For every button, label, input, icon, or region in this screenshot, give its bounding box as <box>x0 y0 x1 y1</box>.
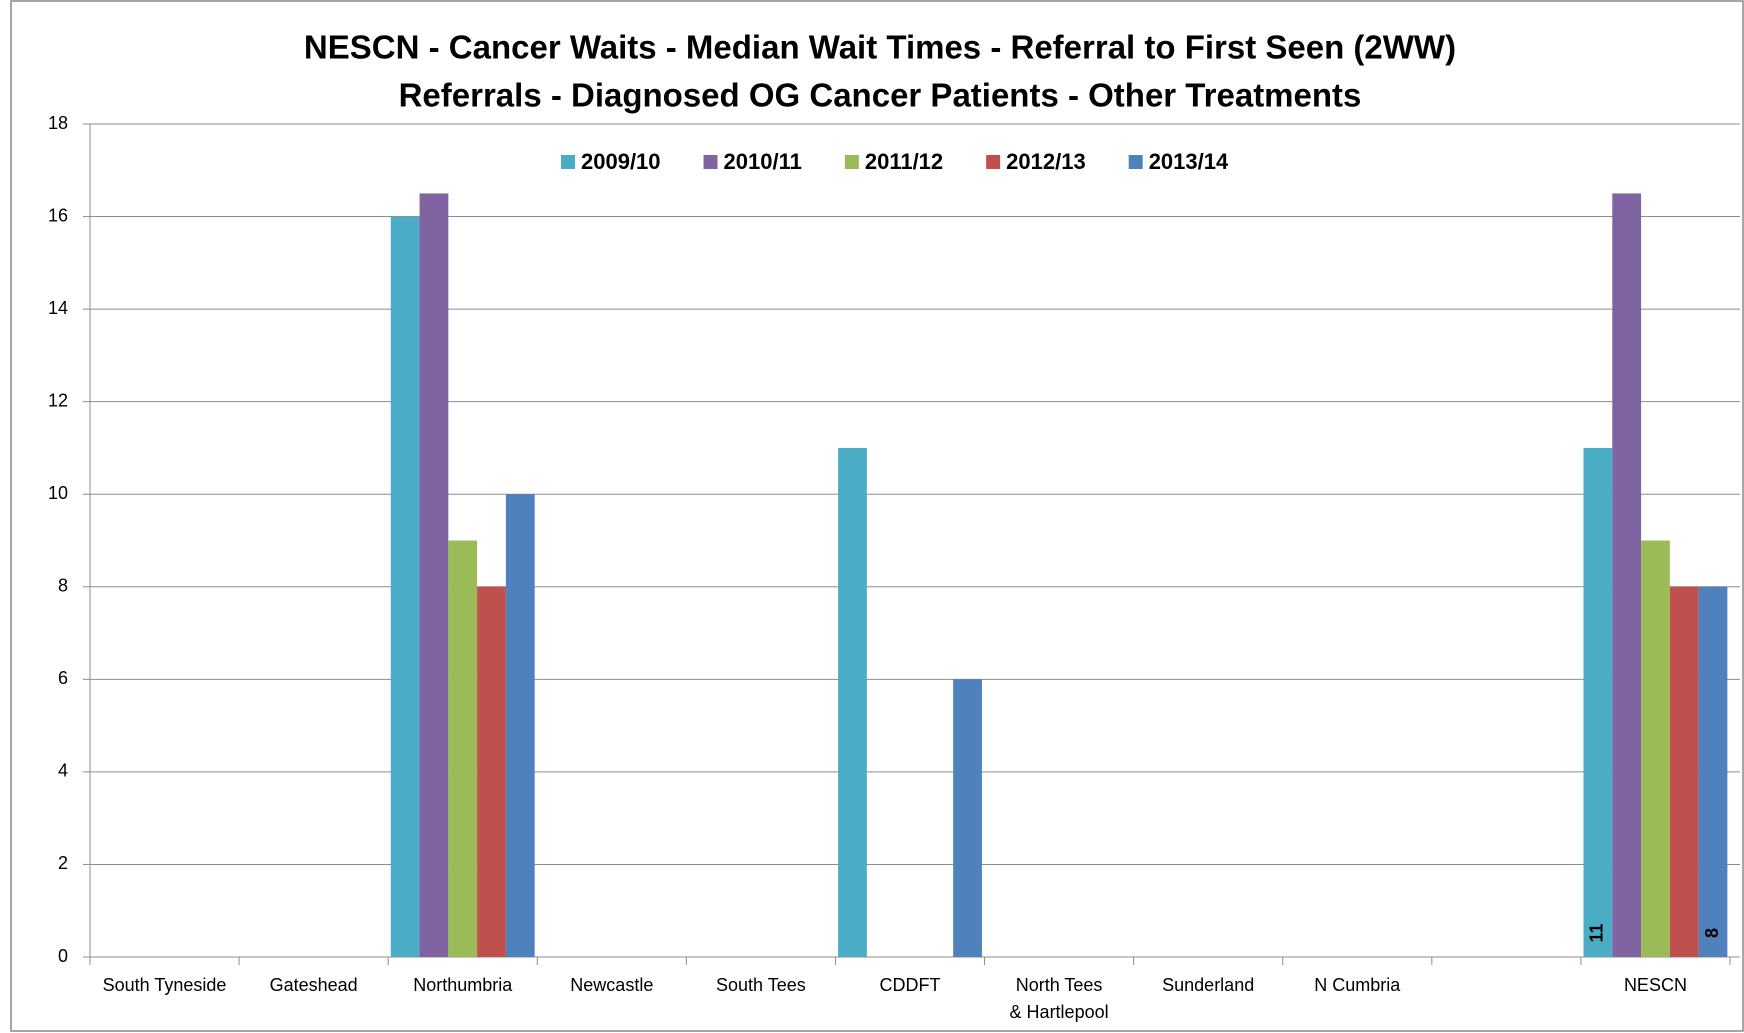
x-tick-label: Sunderland <box>1162 975 1254 995</box>
bar <box>953 679 982 957</box>
x-tick-label: Gateshead <box>270 975 358 995</box>
bar <box>505 494 535 957</box>
bar <box>448 540 478 957</box>
x-tick-label: South Tees <box>716 975 806 995</box>
legend-label: 2009/10 <box>581 149 661 174</box>
legend-label: 2011/12 <box>865 149 943 174</box>
bar <box>1583 447 1613 957</box>
y-tick-label: 6 <box>58 668 68 688</box>
legend-swatch <box>703 155 718 169</box>
bar <box>1669 586 1699 957</box>
legend-swatch <box>1128 155 1143 169</box>
bar <box>1641 540 1670 957</box>
legend-swatch <box>844 155 859 169</box>
x-tick-label: N Cumbria <box>1314 975 1401 995</box>
legend-label: 2010/11 <box>724 149 802 174</box>
x-tick-label: NESCN <box>1624 975 1687 995</box>
y-tick-label: 18 <box>48 113 68 133</box>
data-label: 11 <box>1587 923 1607 942</box>
y-tick-label: 2 <box>58 853 68 873</box>
bar <box>1698 586 1728 957</box>
bar <box>838 447 867 957</box>
x-tick-label: North Tees & Hartlepool <box>1010 975 1109 1022</box>
bar <box>419 193 449 957</box>
y-tick-label: 16 <box>48 205 68 225</box>
data-label: 8 <box>1702 928 1722 938</box>
legend-label: 2013/14 <box>1149 149 1229 174</box>
y-tick-label: 10 <box>48 483 68 503</box>
chart-border <box>10 0 1744 1032</box>
x-tick-label: Northumbria <box>413 975 513 995</box>
chart-subtitle: Referrals - Diagnosed OG Cancer Patients… <box>399 77 1362 114</box>
bar <box>1612 193 1642 957</box>
x-tick-label: CDDFT <box>880 975 941 995</box>
legend-label: 2012/13 <box>1006 149 1086 174</box>
bar <box>477 586 506 957</box>
bar <box>390 216 420 958</box>
y-tick-label: 14 <box>48 298 68 318</box>
y-tick-label: 12 <box>48 390 68 410</box>
x-tick-label: Newcastle <box>570 975 653 995</box>
legend-swatch <box>986 155 1001 169</box>
y-tick-label: 0 <box>58 946 68 966</box>
chart-title: NESCN - Cancer Waits - Median Wait Times… <box>304 29 1456 66</box>
y-tick-label: 8 <box>58 576 68 596</box>
x-tick-label: South Tyneside <box>103 975 227 995</box>
legend-swatch <box>561 155 575 169</box>
y-tick-label: 4 <box>58 761 68 781</box>
